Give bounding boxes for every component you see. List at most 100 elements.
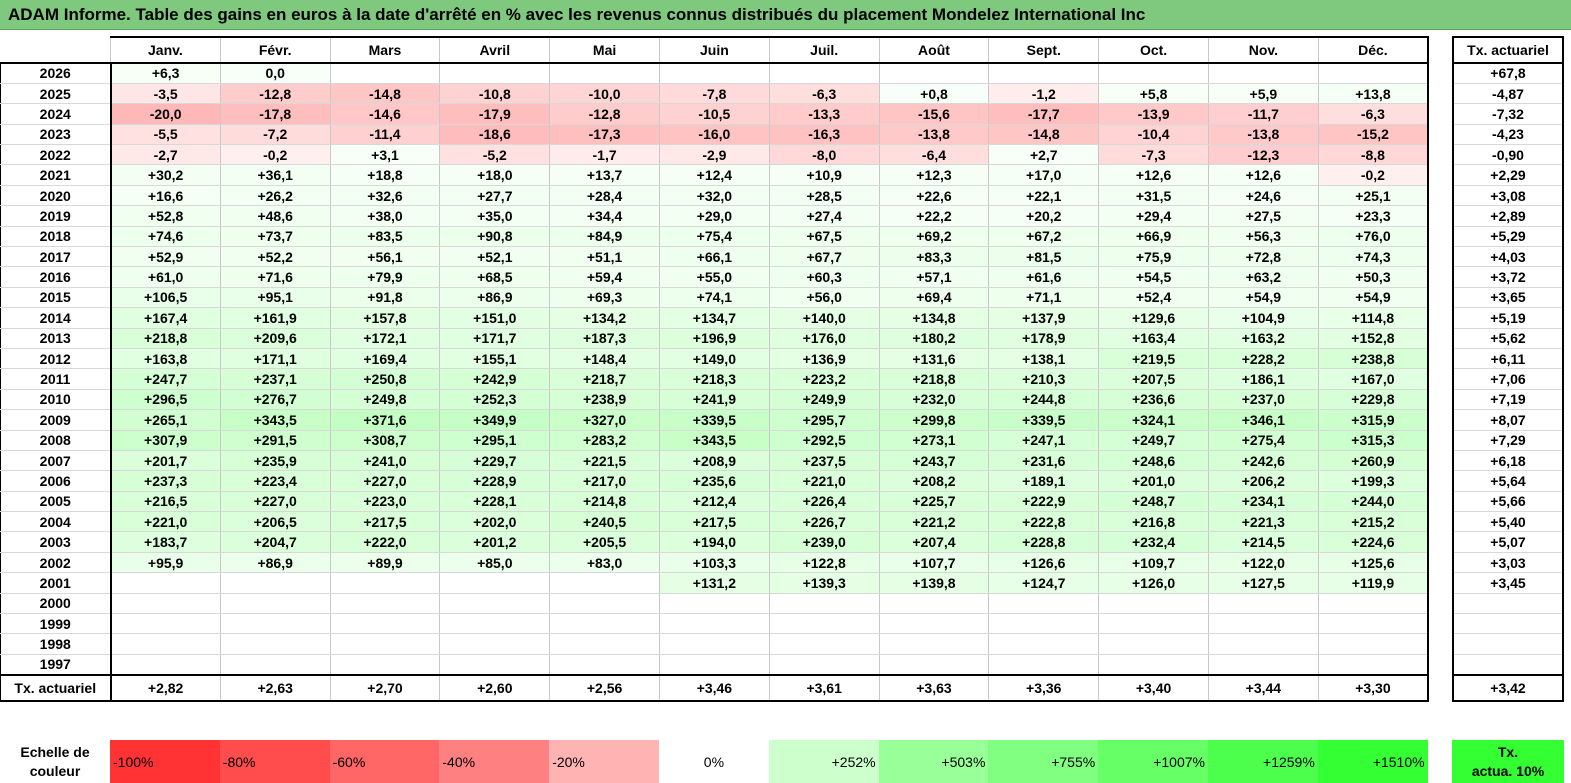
month-header: Août [878,36,990,64]
gain-cell: -2,7 [110,144,221,166]
gain-cell: +222,8 [988,511,1100,533]
gain-cell: +207,4 [878,531,990,553]
gain-cell: +20,2 [988,205,1100,227]
gain-cell: +315,3 [1317,430,1430,451]
gain-cell [878,613,990,635]
actuarial-rate-cell [1452,613,1564,635]
actuarial-rate-cell: +6,18 [1452,450,1564,472]
gain-cell: +178,9 [988,328,1100,349]
gain-cell [1098,593,1209,615]
gain-cell: -18,6 [439,124,551,146]
actuarial-rate-cell: +2,89 [1452,205,1564,227]
gain-cell: +222,9 [988,491,1100,513]
gain-cell: +126,6 [988,552,1100,574]
gain-cell [110,593,221,615]
gain-cell: +209,6 [219,328,331,349]
gain-cell [768,654,880,676]
year-label: 2020 [0,185,112,207]
year-label: 2015 [0,287,112,309]
gain-cell [1098,63,1209,84]
gain-cell: +13,8 [1317,83,1430,105]
actuarial-rate-header: Tx. actuariel [1452,36,1564,64]
gain-cell: +17,0 [988,164,1100,186]
gain-cell: -8,8 [1317,144,1430,166]
gain-cell: +138,1 [988,348,1100,370]
table-row: 1997 [0,654,1430,676]
gain-cell: +122,0 [1207,552,1319,574]
gain-cell: +38,0 [329,205,441,227]
gain-cell: +125,6 [1317,552,1430,574]
gain-cell: -14,8 [329,83,441,105]
gain-cell: +35,0 [439,205,551,227]
gain-cell [988,593,1100,615]
gain-cell: +109,7 [1098,552,1209,574]
year-label: 2007 [0,450,112,472]
gain-cell: +10,9 [768,164,880,186]
gain-cell [329,63,441,84]
gain-cell: +86,9 [439,287,551,309]
actuarial-rate-cell: +7,06 [1452,368,1564,390]
gain-cell: -12,3 [1207,144,1319,166]
gain-cell: +236,6 [1098,389,1209,411]
gain-cell: +12,6 [1098,164,1209,186]
legend-swatch: +1510% [1317,740,1428,783]
gain-cell: +208,2 [878,470,990,492]
gain-cell: +307,9 [110,430,221,451]
legend-swatch: +1259% [1208,740,1318,783]
gain-cell: -15,6 [878,103,990,125]
gain-cell: -14,6 [329,103,441,125]
gain-cell: +48,6 [219,205,331,227]
gain-cell [329,654,441,676]
gain-cell: +24,6 [1207,185,1319,207]
gain-cell: -16,0 [658,124,770,146]
gain-cell: +229,7 [439,450,551,472]
gain-cell: +295,7 [768,409,880,431]
footer-rate-cell: +3,36 [988,673,1100,702]
gain-cell [1098,633,1209,655]
gain-cell: -17,8 [219,103,331,125]
gain-cell: +73,7 [219,226,331,248]
gain-cell: +56,3 [1207,226,1319,248]
gain-cell: +208,9 [658,450,770,472]
gain-cell: +16,6 [110,185,221,207]
gain-cell [549,572,660,594]
gain-cell: +221,0 [110,511,221,533]
gain-cell [110,613,221,635]
gain-cell [439,593,551,615]
actuarial-rate-cell: -0,90 [1452,144,1564,166]
gain-cell: -6,3 [768,83,880,105]
table-row: 2025 -3,5 -12,8 -14,8 -10,8 -10,0 -7,8 -6,3 +0,8… [0,83,1430,105]
gain-cell: +235,6 [658,470,770,492]
gain-cell [878,654,990,676]
gain-cell: +12,4 [658,164,770,186]
gain-cell [329,572,441,594]
gain-cell: +51,1 [549,246,660,268]
gain-cell: +85,0 [439,552,551,574]
gain-cell [549,593,660,615]
gain-cell: +228,2 [1207,348,1319,370]
gain-cell: +227,0 [329,470,441,492]
gain-cell: +232,4 [1098,531,1209,553]
gain-cell: +50,3 [1317,266,1430,288]
gain-cell: +18,8 [329,164,441,186]
year-label: 2025 [0,83,112,105]
gain-cell: +140,0 [768,307,880,329]
gain-cell: +223,2 [768,368,880,390]
gain-cell: -7,8 [658,83,770,105]
table-row: 2012 +163,8 +171,1 +169,4 +155,1 +148,4 +149,0… [0,348,1430,370]
gain-cell: +214,5 [1207,531,1319,553]
gain-cell: -2,9 [658,144,770,166]
gain-cell [1317,613,1430,635]
gain-cell: +249,9 [768,389,880,411]
year-label: 2009 [0,409,112,431]
actuarial-rate-cell: +5,62 [1452,328,1564,349]
gain-cell: -13,9 [1098,103,1209,125]
gain-cell: +106,5 [110,287,221,309]
gain-cell: +131,6 [878,348,990,370]
month-header: Janv. [110,36,221,64]
gain-cell: +83,0 [549,552,660,574]
gain-cell [219,613,331,635]
gain-cell: -0,2 [1317,164,1430,186]
gain-cell: +186,1 [1207,368,1319,390]
gain-cell: +84,9 [549,226,660,248]
